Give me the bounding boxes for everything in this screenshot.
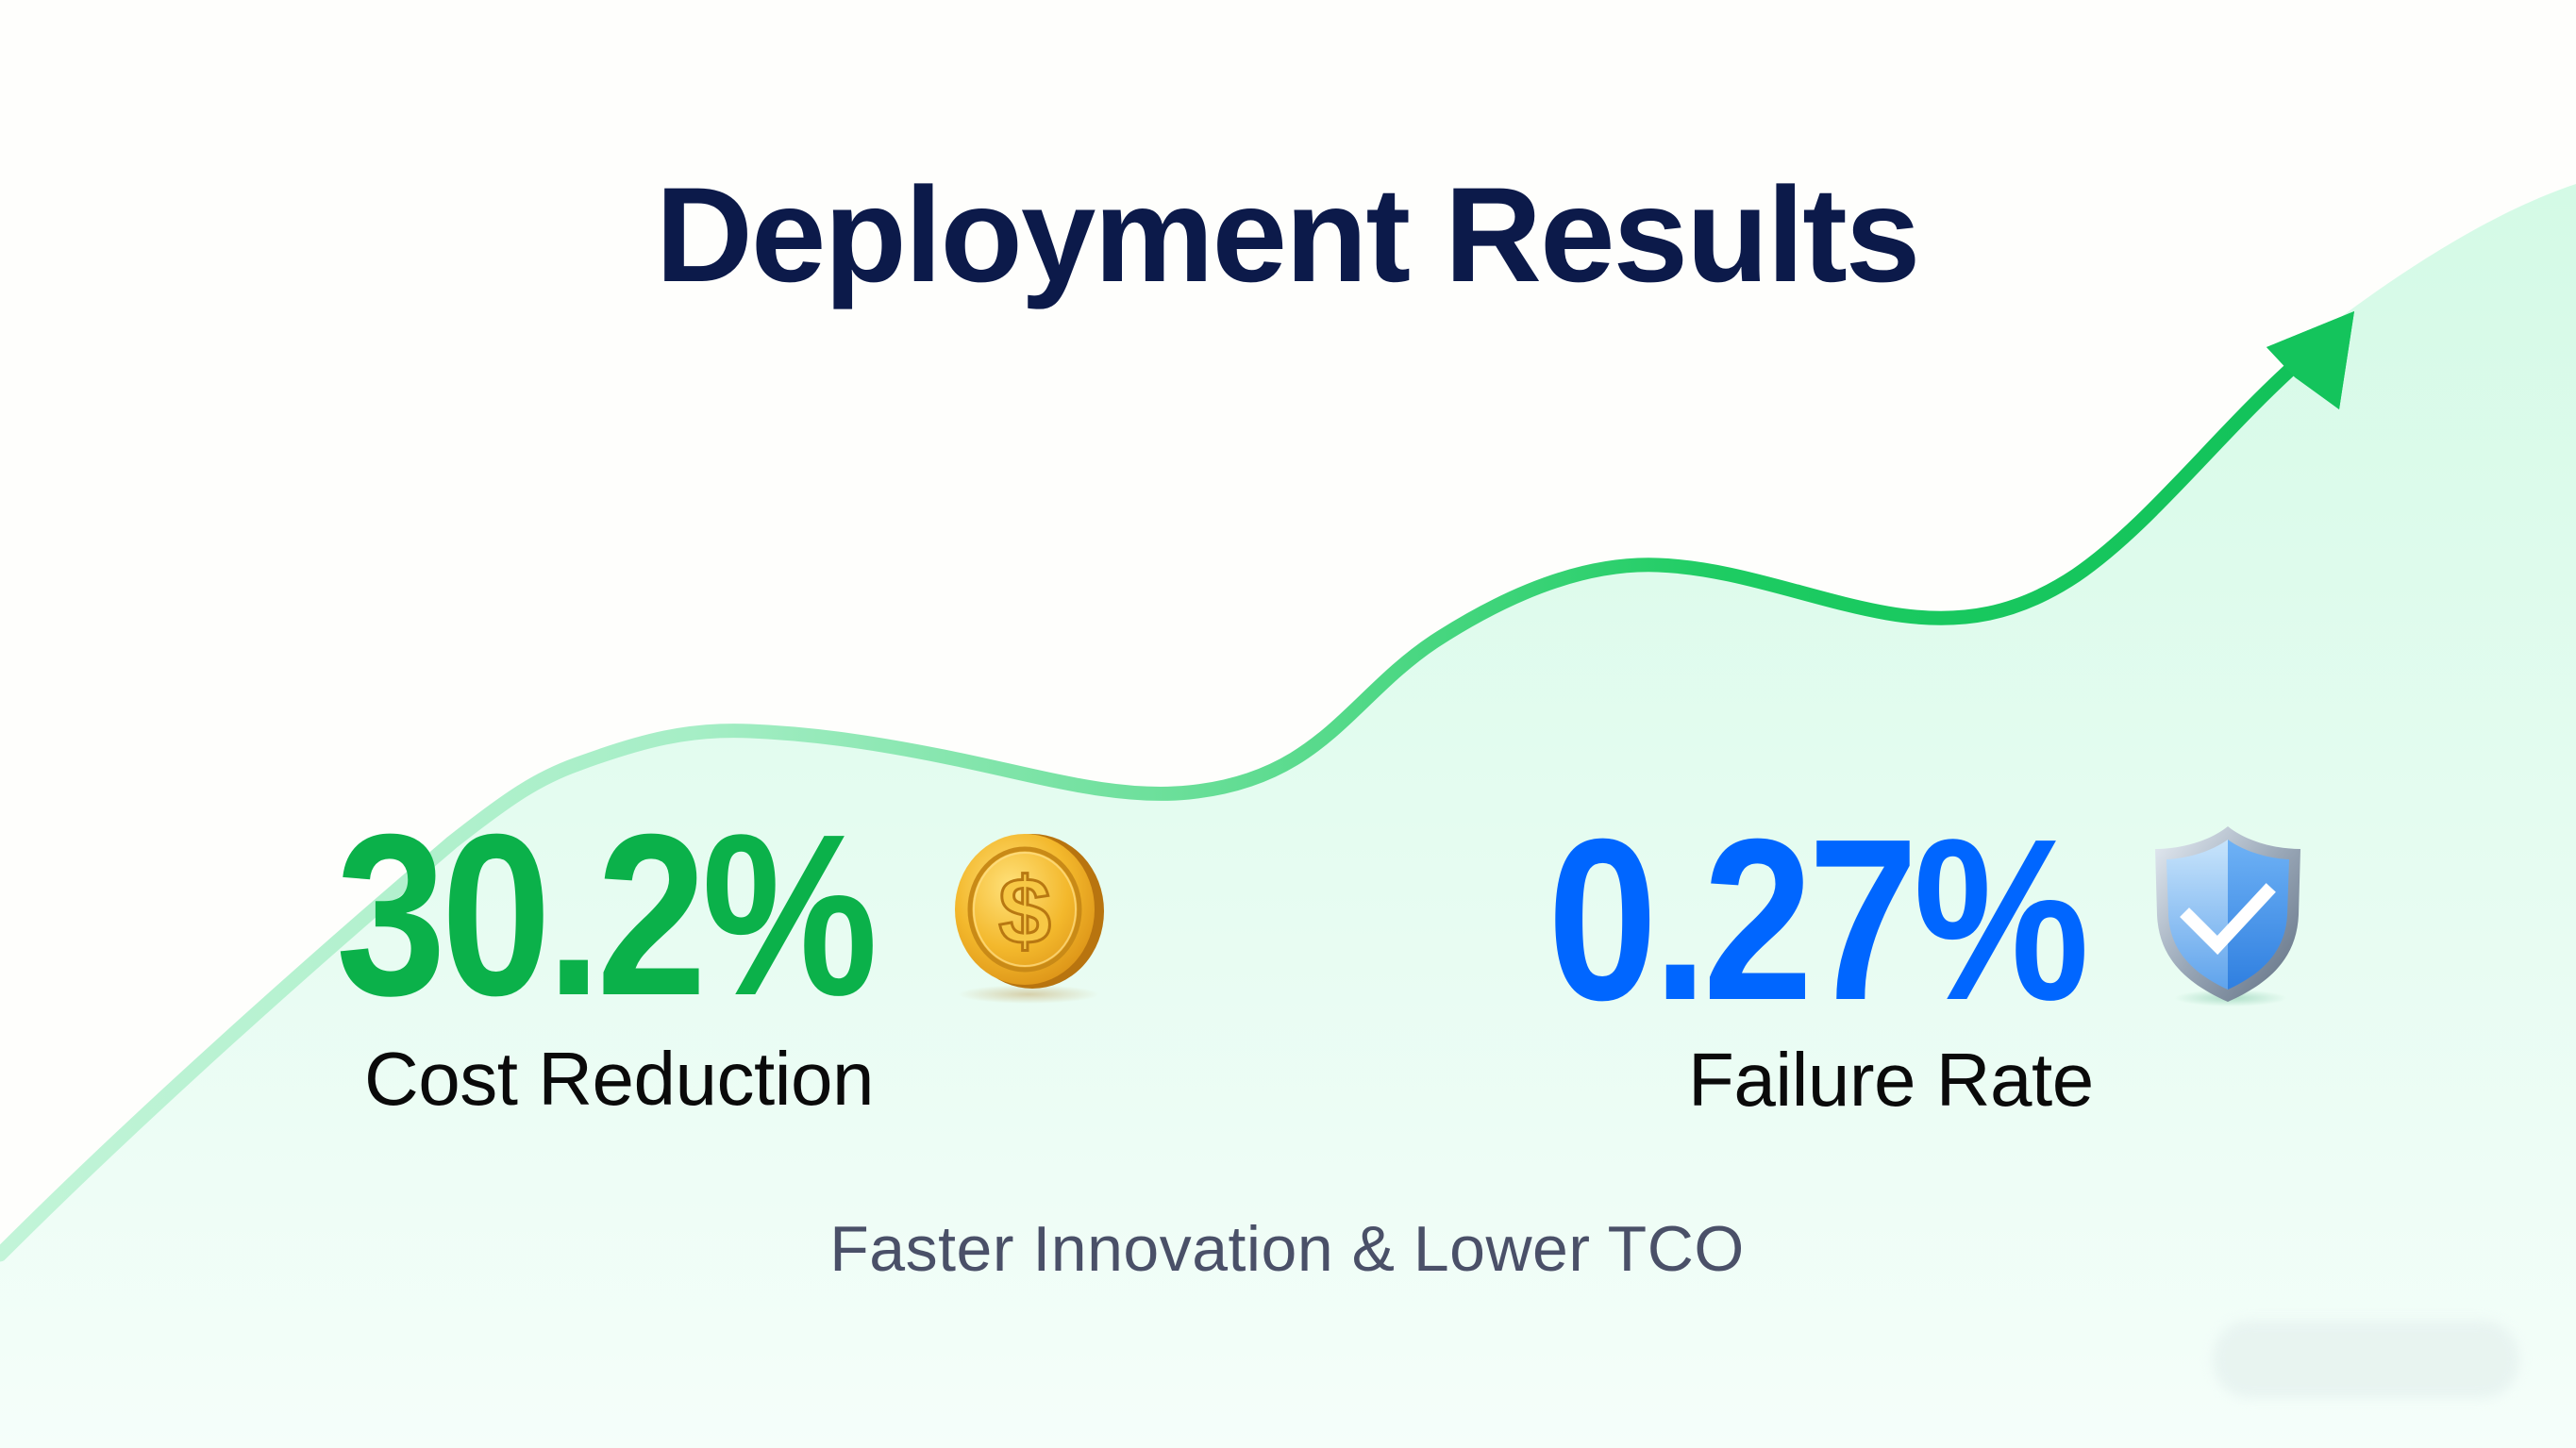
tagline-text: Faster Innovation & Lower TCO xyxy=(829,1213,1745,1285)
page-title-text: Deployment Results xyxy=(655,160,1921,310)
tagline: Faster Innovation & Lower TCO xyxy=(0,1217,2576,1281)
trend-line xyxy=(0,351,2310,1262)
trend-area-fill xyxy=(0,184,2576,1448)
failure-rate-label: Failure Rate xyxy=(1688,1038,2094,1122)
cost-reduction-value: 30.2% xyxy=(336,786,878,1043)
cost-reduction-label: Cost Reduction xyxy=(364,1037,874,1121)
page-title: Deployment Results xyxy=(0,168,2576,303)
blurred-watermark-area xyxy=(2213,1321,2519,1398)
svg-text:$: $ xyxy=(998,858,1051,964)
failure-rate-value: 0.27% xyxy=(1547,791,2089,1048)
shield-checkmark-icon xyxy=(2155,826,2300,1007)
gold-coin-dollar-icon: $ xyxy=(955,834,1104,1004)
